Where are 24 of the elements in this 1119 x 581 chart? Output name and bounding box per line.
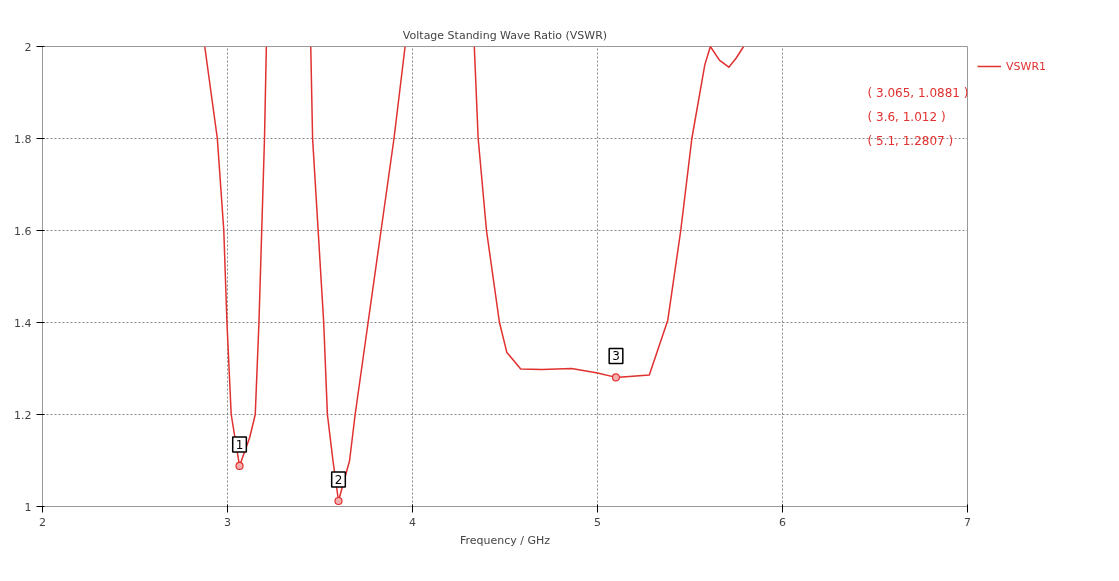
y-tick-label: 1 <box>24 500 32 514</box>
chart-title: Voltage Standing Wave Ratio (VSWR) <box>402 28 608 42</box>
annotation: 2 <box>334 472 343 487</box>
y-tick-label: 2 <box>24 40 32 54</box>
x-tick-label: 2 <box>39 515 46 529</box>
y-tick-label: 1.8 <box>14 132 32 146</box>
annotation: 3 <box>612 349 620 364</box>
y-tick-label: 1.4 <box>14 316 32 330</box>
x-tick-label: 4 <box>409 515 416 529</box>
x-tick-label: 6 <box>779 515 786 529</box>
point <box>611 373 621 382</box>
annotation: ( 5.1, 1.2807 ) <box>867 133 954 148</box>
legend-label: VSWR1 <box>1006 59 1047 73</box>
annotation: 1 <box>235 437 244 452</box>
y-tick-label: 1.6 <box>14 224 32 238</box>
x-tick-label: 5 <box>594 515 601 529</box>
point <box>235 461 244 471</box>
x-tick-label: 7 <box>964 515 971 529</box>
x-tick-label: 3 <box>224 515 231 529</box>
annotation: ( 3.065, 1.0881 ) <box>867 85 969 100</box>
point <box>334 496 343 506</box>
y-tick-label: 1.2 <box>14 408 32 422</box>
annotation: ( 3.6, 1.012 ) <box>867 109 946 124</box>
x-axis-title: Frequency / GHz <box>459 533 551 547</box>
